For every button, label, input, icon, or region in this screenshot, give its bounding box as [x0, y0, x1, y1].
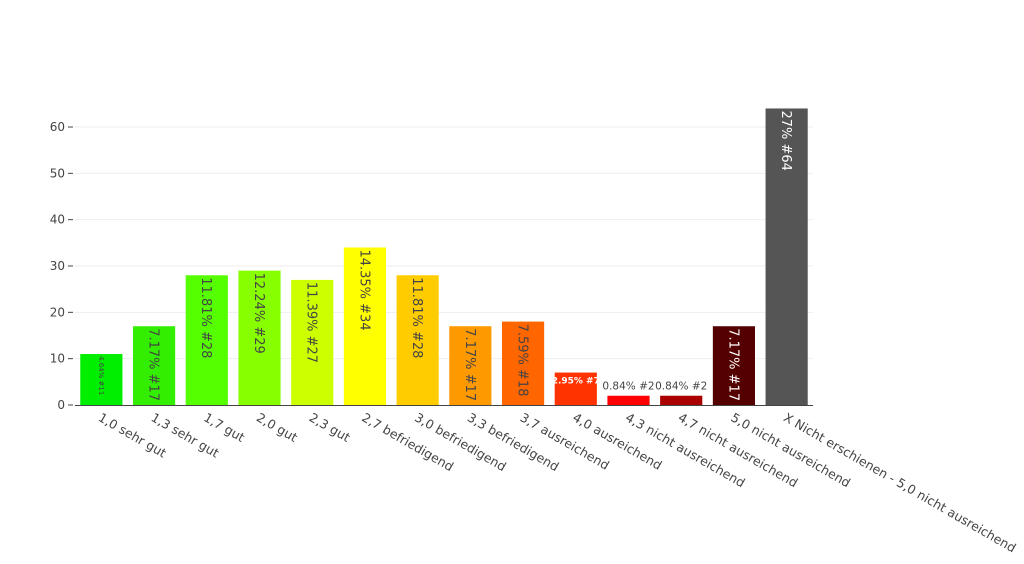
bar	[343, 247, 387, 405]
bar	[132, 326, 176, 405]
data-label: 7.59% #18	[515, 324, 530, 397]
data-label: 0.84% #2	[602, 381, 654, 393]
data-label: 11.81% #28	[409, 277, 424, 358]
data-label: 7.17% #17	[462, 328, 477, 401]
bar	[238, 270, 281, 405]
data-label: 14.35% #34	[356, 249, 371, 330]
y-tick-label: 20	[50, 305, 65, 319]
bar	[660, 395, 703, 405]
data-label: 4.64% #11	[97, 356, 105, 395]
data-label: 11.81% #28	[198, 277, 213, 358]
bar	[765, 108, 808, 405]
x-tick-label: 2,7 befriedigend	[359, 410, 456, 475]
data-label: 27% #64	[778, 110, 793, 170]
data-label: 12.24% #29	[251, 273, 266, 354]
y-tick-label: 60	[50, 120, 65, 134]
bar	[607, 395, 650, 405]
x-tick-label: 3,3 befriedigend	[465, 410, 562, 475]
x-tick-label: 4,0 ausreichend	[570, 410, 664, 473]
bar	[185, 275, 228, 405]
data-label: 0.84% #2	[655, 381, 707, 393]
x-tick-label: 3,0 befriedigend	[412, 410, 509, 475]
bar	[554, 372, 597, 405]
data-label: 2.95% #7	[552, 377, 600, 387]
data-label: 11.39% #27	[304, 282, 319, 363]
x-tick-label: 2,0 gut	[254, 410, 300, 445]
y-tick-label: 10	[50, 352, 65, 366]
bar	[449, 326, 492, 405]
bar	[501, 321, 545, 405]
data-label: 7.17% #17	[146, 328, 161, 401]
y-tick-label: 50	[50, 166, 65, 180]
bar	[80, 354, 123, 405]
bar	[712, 326, 756, 405]
bar	[291, 279, 334, 405]
y-tick-label: 40	[50, 213, 65, 227]
y-tick-label: 30	[50, 259, 65, 273]
x-tick-label: 2,3 gut	[307, 410, 353, 445]
y-tick-label: 0	[57, 398, 65, 412]
y-axis: 0 10 20 30 40 50 60	[50, 120, 73, 412]
data-label: 7.17% #17	[725, 328, 740, 401]
x-tick-label: X Nicht erschienen - 5,0 nicht ausreiche…	[781, 410, 1019, 556]
bar	[396, 275, 439, 405]
x-tick-label: 3,7 ausreichend	[518, 410, 612, 473]
bars: 4.64% #11 7.17% #17 11.81% #28 12.24% #29 11…	[80, 108, 808, 405]
